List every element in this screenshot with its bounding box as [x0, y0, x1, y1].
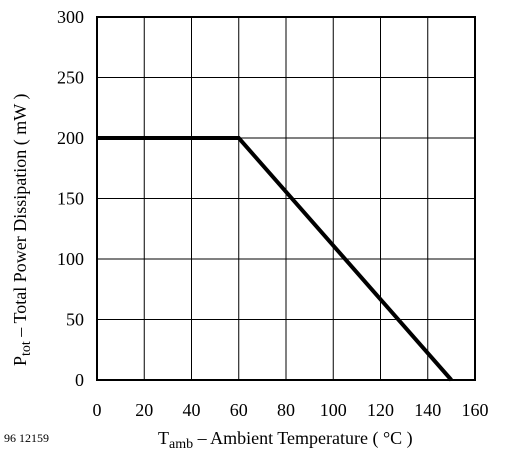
y-tick-label: 200: [57, 128, 84, 148]
x-tick-label: 100: [320, 400, 347, 420]
y-tick-label: 100: [57, 249, 84, 269]
y-tick-label: 300: [57, 7, 84, 27]
x-axis-label-symbol: T: [158, 428, 169, 448]
x-tick-label: 120: [367, 400, 394, 420]
y-tick-label: 150: [57, 189, 84, 209]
x-tick-label: 20: [135, 400, 153, 420]
x-axis-label-text: – Ambient Temperature ( °C ): [193, 428, 413, 449]
y-tick-label: 250: [57, 68, 84, 88]
y-axis-label-subscript: tot: [19, 341, 34, 356]
y-axis-label-symbol: P: [10, 356, 30, 366]
x-axis-label-subscript: amb: [169, 437, 193, 452]
y-tick-label: 50: [66, 310, 84, 330]
y-axis-label-text: – Total Power Dissipation ( mW ): [10, 94, 31, 342]
series-group: [97, 136, 453, 382]
plot-frame: [96, 16, 476, 381]
x-tick-label: 140: [414, 400, 441, 420]
x-tick-labels: 0 20 40 60 80 100 120 140 160: [93, 400, 489, 420]
y-axis-label: Ptot – Total Power Dissipation ( mW ): [10, 94, 34, 366]
x-tick-label: 60: [230, 400, 248, 420]
x-tick-label: 40: [183, 400, 201, 420]
y-tick-labels: 0 50 100 150 200 250 300: [57, 7, 84, 390]
grid: [97, 17, 475, 380]
x-tick-label: 80: [277, 400, 295, 420]
y-tick-label: 0: [75, 370, 84, 390]
series-line: [97, 136, 453, 382]
figure-id: 96 12159: [4, 431, 49, 445]
x-tick-label: 160: [462, 400, 489, 420]
x-axis-label: Tamb – Ambient Temperature ( °C ): [158, 428, 413, 452]
x-tick-label: 0: [93, 400, 102, 420]
